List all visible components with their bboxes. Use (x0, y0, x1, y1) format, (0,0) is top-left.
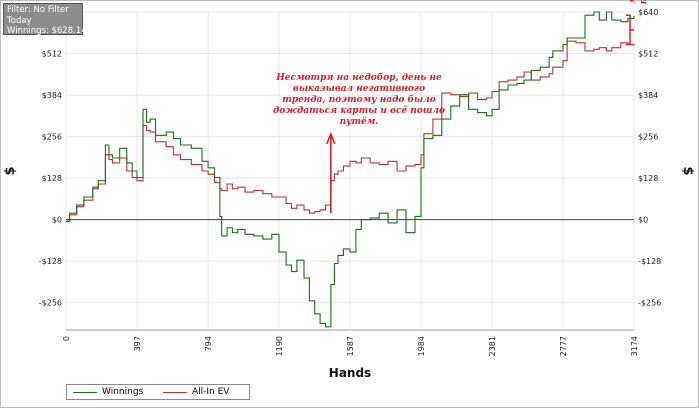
y-axis-title-left: $ (3, 166, 18, 175)
y-tick-label-right: -$128 (638, 257, 661, 266)
x-tick-label: 1587 (346, 336, 355, 356)
y-tick-label-right: $640 (638, 8, 658, 17)
info-box: Filter: No Filter Today Winnings: $628.1… (3, 3, 87, 36)
legend-label-all-in-ev: All-In EV (192, 387, 230, 397)
legend-label-winnings: Winnings (102, 387, 144, 397)
x-tick-label: 2777 (559, 336, 568, 356)
y-tick-label-left: $512 (42, 50, 62, 59)
y-tick-label-right: $128 (638, 174, 658, 183)
y-tick-label-left: $384 (42, 91, 62, 100)
y-tick-label-right: $256 (638, 133, 658, 142)
series-line-winnings (66, 11, 635, 328)
x-tick-label: 397 (133, 336, 142, 351)
legend-item-winnings: Winnings (73, 387, 143, 397)
y-tick-label-left: $128 (42, 174, 62, 183)
filter-text: Filter: No Filter (7, 5, 69, 15)
legend-swatch-winnings (73, 391, 97, 393)
legend-swatch-all-in-ev (163, 391, 187, 393)
y-tick-label-left: -$128 (39, 257, 62, 266)
legend-item-all-in-ev: All-In EV (163, 387, 229, 397)
x-tick-label: 794 (204, 336, 213, 351)
y-tick-label-left: $0 (52, 216, 62, 225)
annotation-side: мелочь, а приятно! (628, 0, 650, 8)
x-tick-label: 3174 (630, 336, 639, 356)
y-tick-label-left: $256 (42, 133, 62, 142)
y-axis-title-right: $ (680, 166, 695, 175)
x-tick-label: 0 (62, 336, 71, 341)
annotation-main: Несмотря на недобор, день не выказывал н… (273, 73, 445, 127)
x-axis-title: Hands (329, 366, 371, 380)
y-tick-label-left: -$256 (39, 299, 62, 308)
x-tick-label: 1190 (275, 336, 284, 356)
x-tick-label: 2381 (488, 336, 497, 356)
y-tick-label-right: $0 (638, 216, 648, 225)
y-tick-label-right: $512 (638, 50, 658, 59)
y-tick-label-right: $384 (638, 91, 658, 100)
winnings-text: Winnings: $628.14 (7, 26, 87, 36)
annotation-arrow-head (326, 131, 336, 145)
period-text: Today (7, 15, 32, 26)
x-tick-label: 1984 (417, 336, 426, 356)
y-tick-label-right: -$256 (638, 299, 661, 308)
legend: Winnings All-In EV (66, 384, 250, 400)
